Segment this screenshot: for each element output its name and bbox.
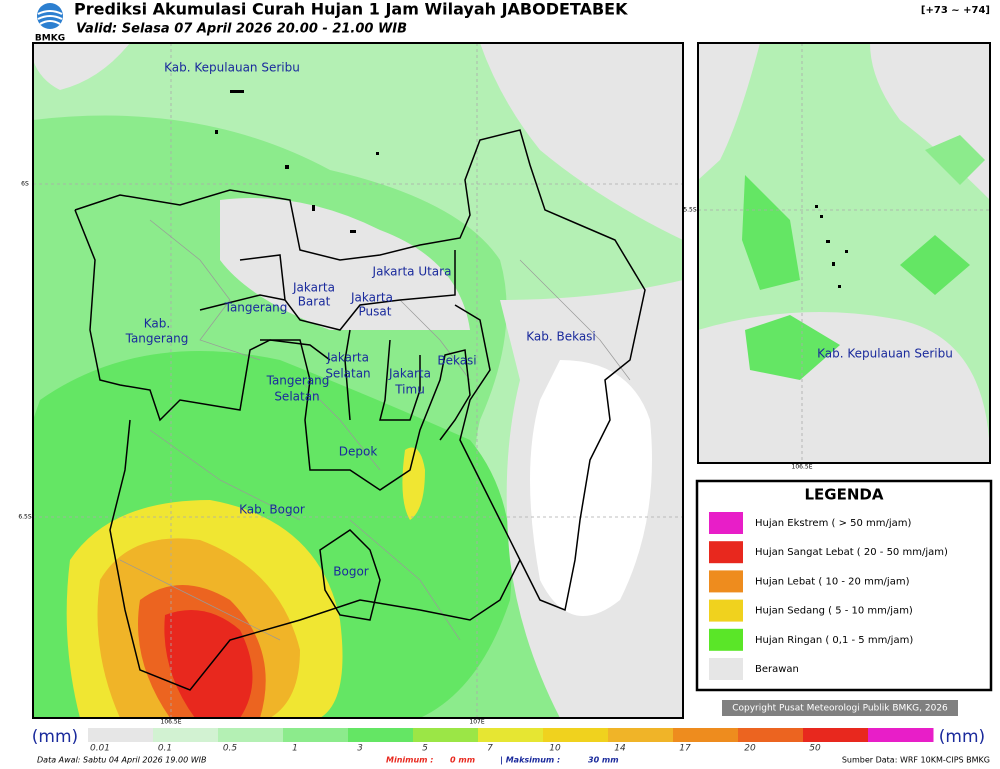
max-label: | Maksimum : [500,756,560,765]
legend-box [695,479,993,692]
region-label: Jakarta [350,291,393,305]
colorbar-unit: (mm) [939,727,985,747]
colorbar-segment [283,728,349,742]
colorbar-label: 0.5 [223,744,238,754]
region-label: Pusat [359,305,392,319]
copyright-bg [722,700,958,716]
legend-swatch [709,658,743,680]
colorbar-segment [608,728,674,742]
region-label: Bogor [333,565,369,579]
legend-label: Hujan Ekstrem ( > 50 mm/jam) [755,518,912,529]
region-label: Jakarta [388,367,431,381]
logo-text: BMKG [35,34,65,44]
region-label: Bekasi [437,354,476,368]
region-label: Tangerang [266,374,330,388]
inset-label: Kab. Kepulauan Seribu [817,347,953,361]
region-label: Tangerang [224,301,288,315]
legend-label: Hujan Sedang ( 5 - 10 mm/jam) [755,606,913,617]
colorbar-segment [88,728,154,742]
legend-label: Berawan [755,664,799,675]
title: Prediksi Akumulasi Curah Hujan 1 Jam Wil… [74,0,628,19]
lat-label: 6.5S [18,514,32,521]
colorbar-segment [478,728,544,742]
legend-label: Hujan Ringan ( 0,1 - 5 mm/jam) [755,635,913,646]
region-label: Selatan [274,390,319,404]
colorbar-segment [543,728,609,742]
colorbar-label: 0.01 [90,744,110,754]
source: Sumber Data: WRF 10KM-CIPS BMKG [842,756,990,765]
legend-swatch [709,599,743,622]
data-awal: Data Awal: Sabtu 04 April 2026 19.00 WIB [37,756,207,765]
region-label: Kab. [144,317,170,331]
legend-swatch [709,512,743,534]
colorbar-label: 1 [292,744,298,754]
colorbar-segment [413,728,479,742]
colorbar-segment [673,728,739,742]
region-label: Jakarta [326,351,369,365]
lon-label: 106.5E [792,464,813,471]
region-label: Jakarta [292,281,335,295]
colorbar-label: 7 [487,744,493,754]
logo [37,3,63,29]
legend-swatch [709,628,743,651]
colorbar-label: 5 [422,744,428,754]
lon-label: 106.5E [161,719,182,726]
inset-frame [697,42,991,464]
colorbar-label: 50 [809,744,821,754]
colorbar-label: 0.1 [158,744,172,754]
colorbar-label: 20 [744,744,756,754]
min-label: Minimum : [386,756,434,765]
region-label: Kab. Bekasi [526,330,596,344]
region-label: Kab. Kepulauan Seribu [164,61,300,75]
colorbar-segment [153,728,219,742]
colorbar-segment [218,728,284,742]
valid-time: Valid: Selasa 07 April 2026 20.00 - 21.0… [76,22,407,37]
region-label: Selatan [325,367,370,381]
colorbar-label: 10 [549,744,561,754]
region-label: Tangerang [125,332,189,346]
colorbar-segment [868,728,934,742]
legend-swatch [709,570,743,593]
copyright: Copyright Pusat Meteorologi Publik BMKG,… [732,704,948,714]
legend-label: Hujan Lebat ( 10 - 20 mm/jam) [755,576,910,587]
max-value: 30 mm [588,756,619,765]
legend-title: LEGENDA [805,486,884,504]
run-code: [+73 ~ +74] [921,5,990,16]
map-frame [32,42,684,719]
colorbar-label: 14 [614,744,626,754]
colorbar-segment [348,728,414,742]
region-label: Barat [298,295,331,309]
rain-field [33,43,683,718]
lon-label: 107E [469,719,484,726]
lat-label: 5.5S [683,207,697,214]
inset-field [698,43,990,463]
region-label: Depok [339,445,378,459]
legend-label: Hujan Sangat Lebat ( 20 - 50 mm/jam) [755,547,948,558]
lat-label: 6S [21,181,29,188]
colorbar-label: 17 [679,744,691,754]
region-label: Kab. Bogor [239,503,305,517]
colorbar-unit: (mm) [32,727,78,747]
legend-swatch [709,541,743,564]
colorbar-segment [738,728,804,742]
colorbar-segment [803,728,869,742]
region-label: Timu [394,383,425,397]
colorbar-label: 3 [357,744,363,754]
min-value: 0 mm [450,756,475,765]
region-label: Jakarta Utara [372,265,452,279]
